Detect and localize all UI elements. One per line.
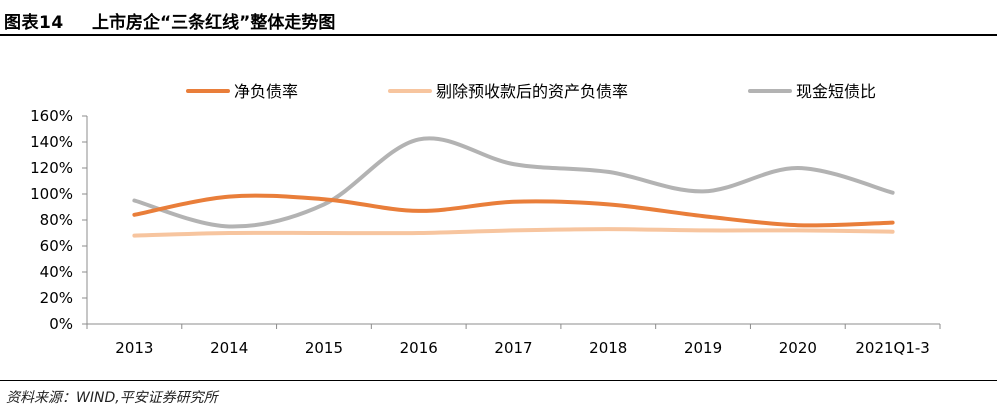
- legend-label: 剔除预收款后的资产负债率: [436, 82, 628, 101]
- y-tick-label: 80%: [40, 211, 73, 229]
- figure-title: 上市房企“三条红线”整体走势图: [92, 13, 336, 33]
- x-tick-label: 2013: [115, 339, 153, 357]
- y-tick-label: 20%: [40, 289, 73, 307]
- series-line-1: [132, 227, 895, 238]
- legend-label: 现金短债比: [796, 82, 876, 101]
- source-note: 资料来源：WIND,平安证券研究所: [6, 390, 218, 406]
- series-line-2: [132, 136, 895, 229]
- figure-footer: 资料来源：WIND,平安证券研究所: [0, 380, 997, 416]
- y-tick-label: 0%: [49, 315, 73, 333]
- x-tick-label: 2018: [589, 339, 627, 357]
- x-tick-label: 2014: [210, 339, 248, 357]
- series-lines: [132, 136, 895, 238]
- legend-label: 净负债率: [234, 82, 298, 101]
- x-tick-label: 2021Q1-3: [855, 339, 929, 357]
- x-tick-label: 2015: [305, 339, 343, 357]
- y-tick-label: 140%: [30, 133, 73, 151]
- chart-legend: 净负债率 剔除预收款后的资产负债率 现金短债比: [186, 82, 876, 101]
- x-tick-label: 2019: [684, 339, 722, 357]
- x-tick-label: 2016: [400, 339, 438, 357]
- y-axis: 0% 20% 40% 60% 80% 100% 120% 140% 160%: [30, 107, 88, 333]
- y-tick-label: 160%: [30, 107, 73, 125]
- figure-header: 图表14 上市房企“三条红线”整体走势图: [0, 0, 997, 36]
- y-tick-label: 60%: [40, 237, 73, 255]
- series-line-0: [132, 193, 895, 228]
- y-tick-label: 100%: [30, 185, 73, 203]
- x-axis: 2013 2014 2015 2016 2017 2018 2019 2020 2021Q1-3: [86, 323, 941, 357]
- x-tick-label: 2020: [779, 339, 817, 357]
- y-tick-label: 40%: [40, 263, 73, 281]
- figure-number: 图表14: [4, 13, 64, 33]
- y-tick-label: 120%: [30, 159, 73, 177]
- x-tick-label: 2017: [494, 339, 532, 357]
- line-chart: 净负债率 剔除预收款后的资产负债率 现金短债比 0% 20% 40% 60% 80% 100%…: [30, 82, 941, 357]
